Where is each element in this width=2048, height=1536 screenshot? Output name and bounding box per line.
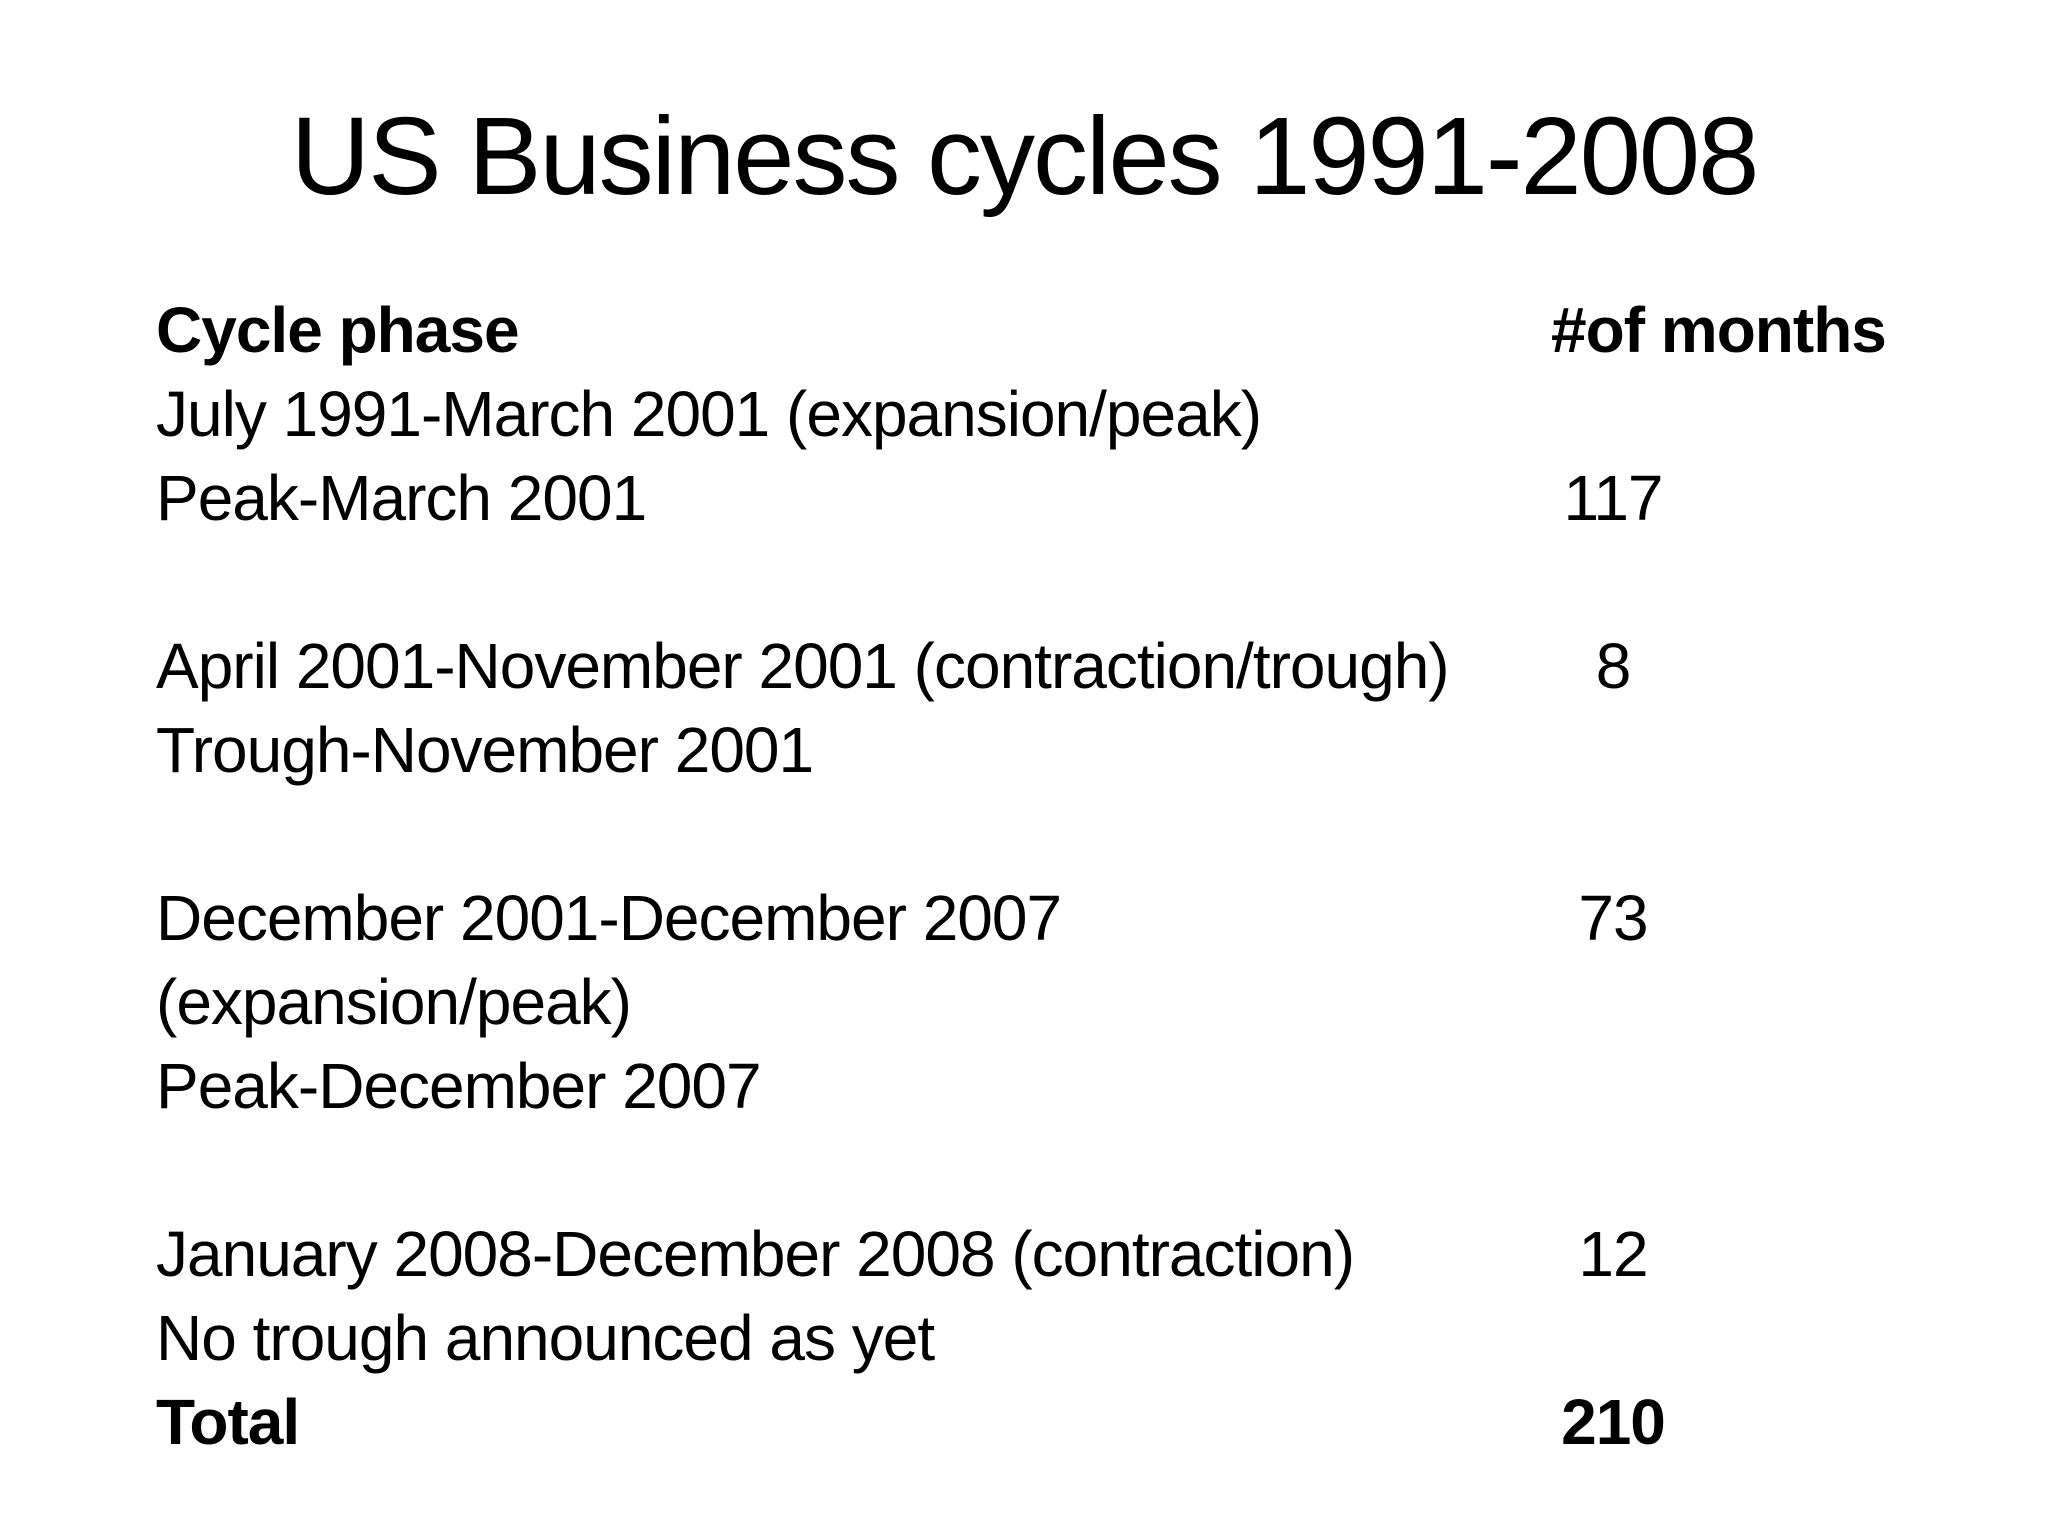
phase-cell: Trough-November 2001 [156, 714, 814, 786]
months-cell: 73 [1578, 882, 1648, 954]
table-row: No trough announced as yet [156, 1296, 2000, 1380]
table-header-row: Cycle phase #of months [156, 288, 2000, 372]
total-label: Total [156, 1386, 300, 1458]
phase-cell: December 2001-December 2007 [156, 882, 1062, 954]
slide-title: US Business cycles 1991-2008 [290, 95, 1760, 218]
phase-cell: No trough announced as yet [156, 1302, 935, 1374]
table-row: January 2008-December 2008 (contraction)… [156, 1212, 2000, 1296]
phase-cell: July 1991-March 2001 (expansion/peak) [156, 378, 1262, 450]
table-row: April 2001-November 2001 (contraction/tr… [156, 624, 2000, 708]
months-cell: 8 [1595, 630, 1632, 702]
table-total-row: Total 210 [156, 1380, 2000, 1464]
table-row: July 1991-March 2001 (expansion/peak) [156, 372, 2000, 456]
phase-cell: (expansion/peak) [156, 966, 632, 1038]
table-row: Peak-March 2001 117 [156, 456, 2000, 540]
phase-cell: Peak-March 2001 [156, 462, 647, 534]
column-header-months: #of months [1551, 294, 1887, 366]
phase-cell: April 2001-November 2001 (contraction/tr… [156, 630, 1450, 702]
months-cell: 12 [1578, 1218, 1648, 1290]
table-row: Peak-December 2007 [156, 1044, 2000, 1128]
table-row: Trough-November 2001 [156, 708, 2000, 792]
phase-cell: Peak-December 2007 [156, 1050, 762, 1122]
table-row: (expansion/peak) [156, 960, 2000, 1044]
phase-cell: January 2008-December 2008 (contraction) [156, 1218, 1355, 1290]
months-cell: 117 [1563, 462, 1663, 534]
column-header-cycle-phase: Cycle phase [156, 294, 520, 366]
cycle-table: Cycle phase #of months July 1991-March 2… [156, 288, 2000, 1464]
total-months: 210 [1561, 1386, 1666, 1458]
table-row: December 2001-December 2007 73 [156, 876, 2000, 960]
